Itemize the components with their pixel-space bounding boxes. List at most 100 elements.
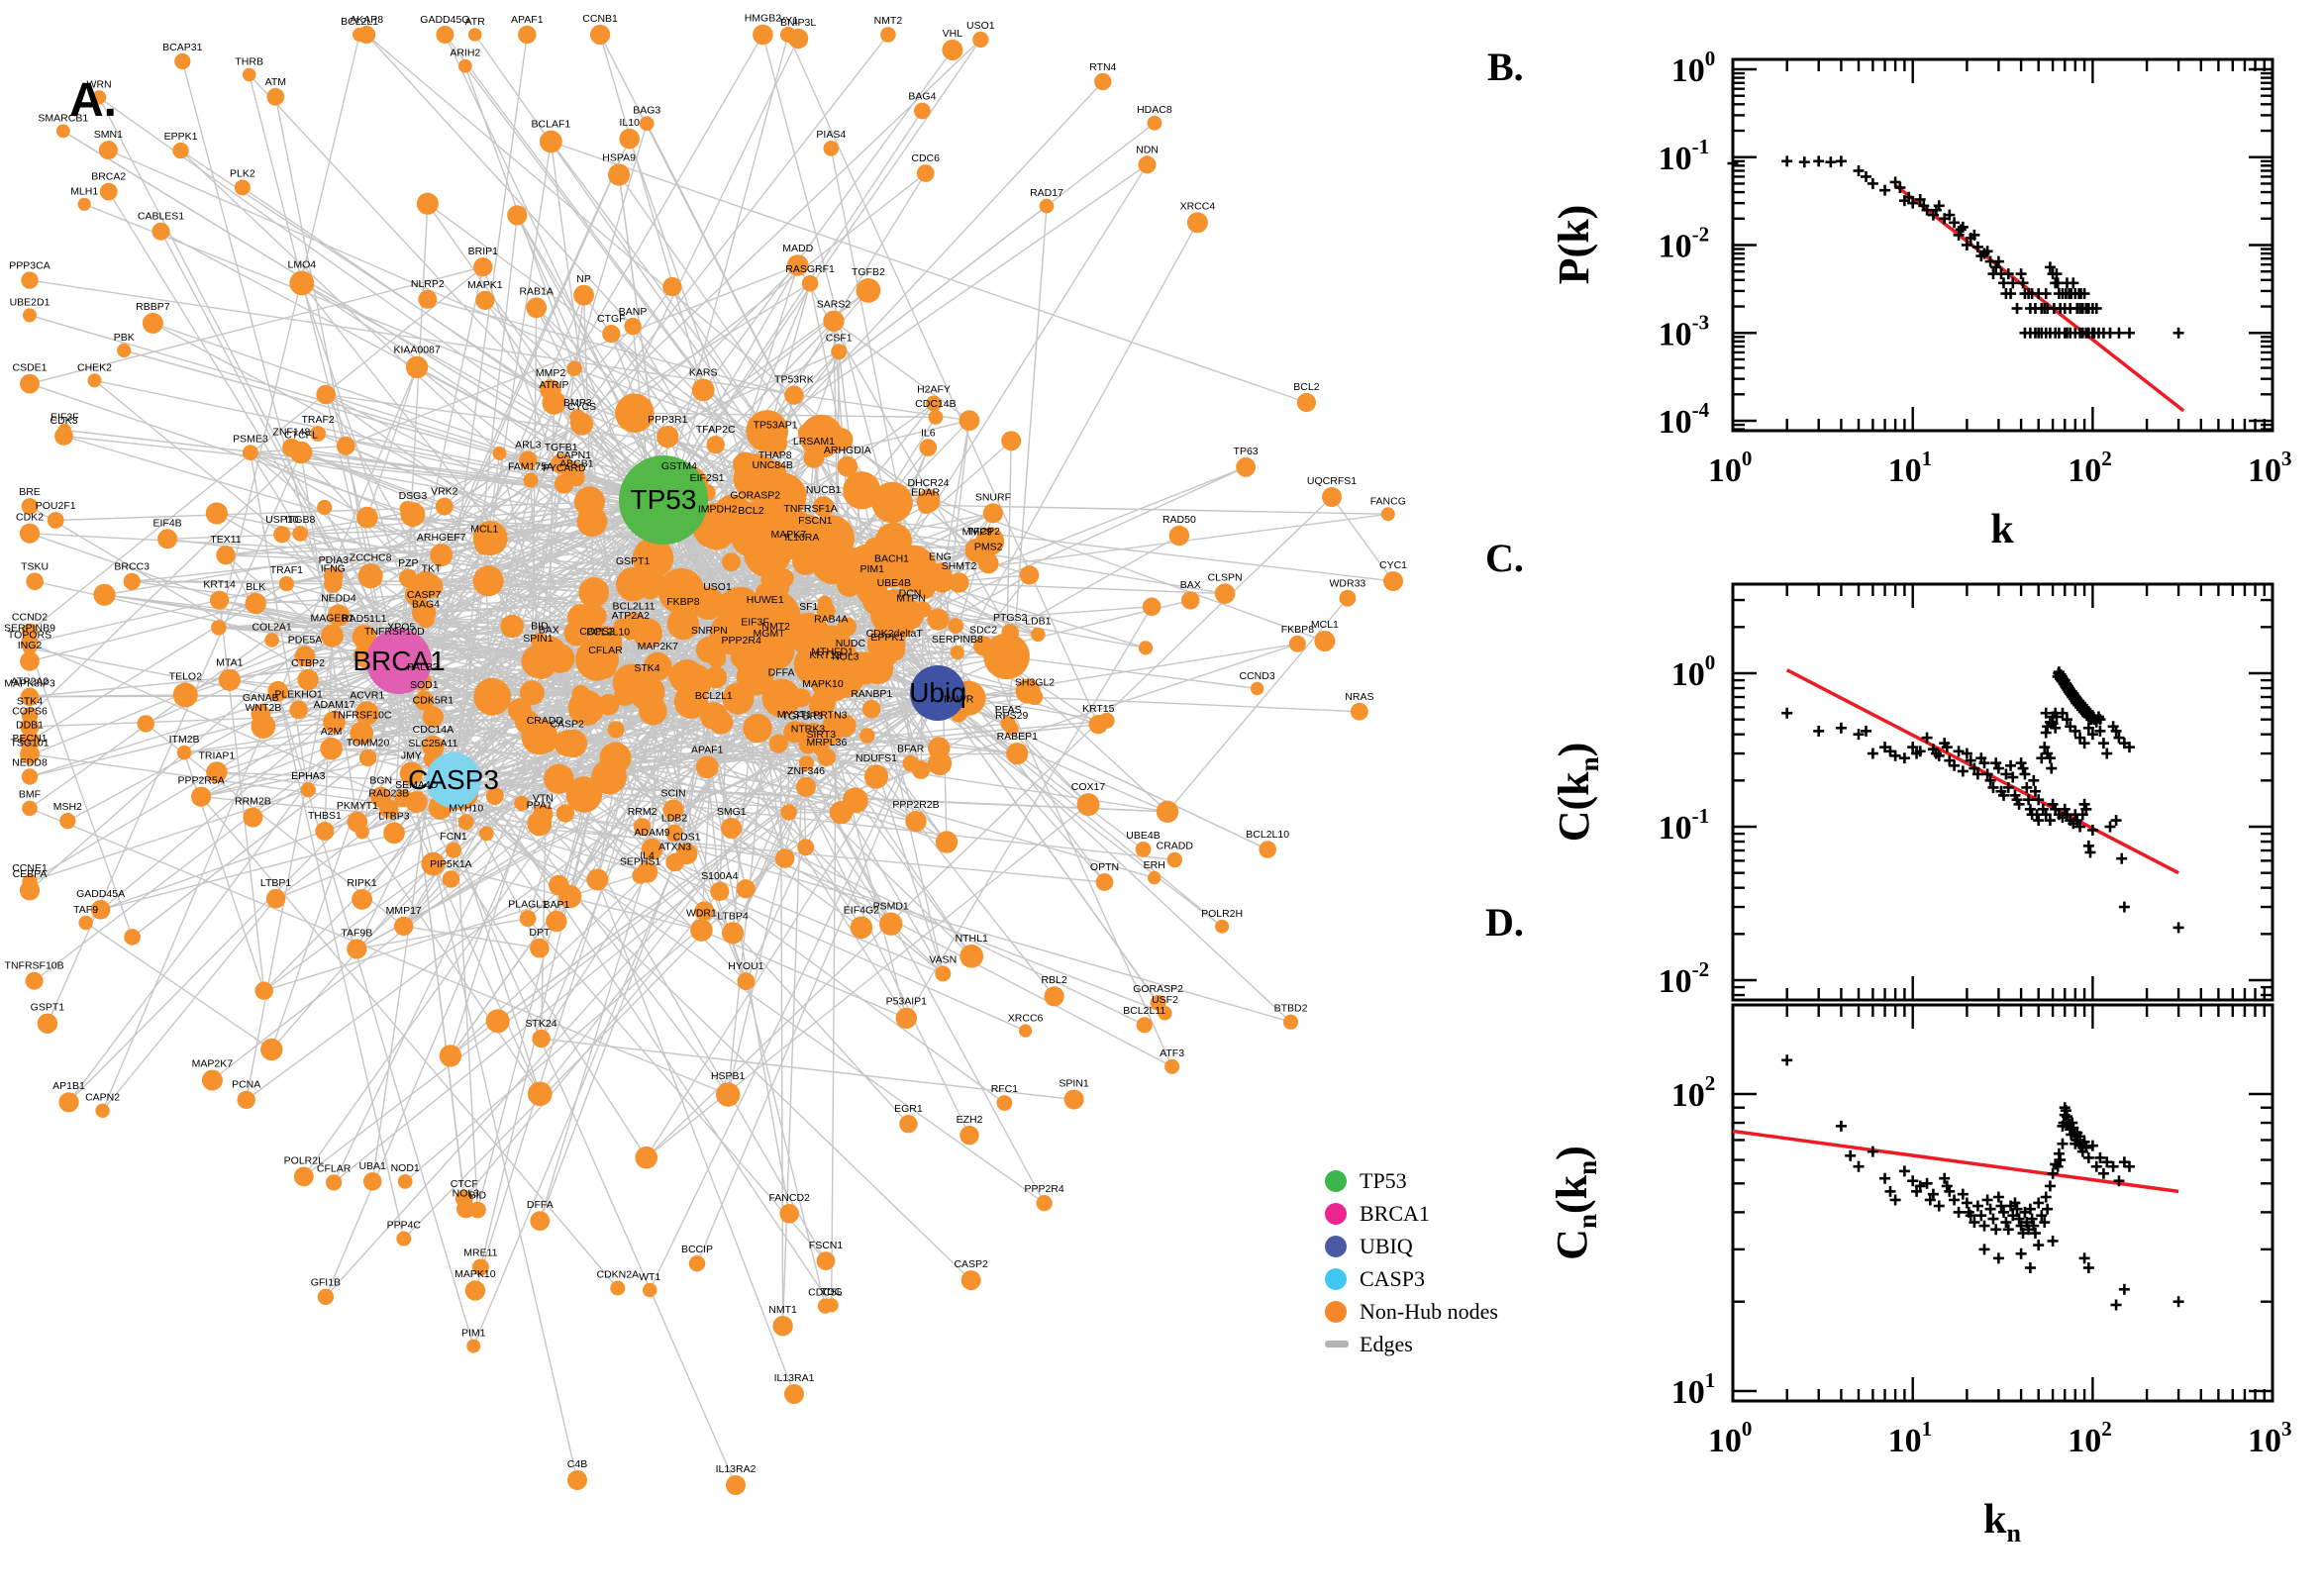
- hub-label-ubiq: Ubiq: [909, 677, 966, 708]
- network-node: [317, 1288, 335, 1306]
- network-node: [251, 704, 270, 724]
- network-node: [397, 1174, 413, 1189]
- gene-label: BCL2L10: [1246, 829, 1289, 841]
- gene-label: CRADD: [1157, 841, 1194, 852]
- network-node: [20, 651, 40, 671]
- gene-label: FANCD2: [768, 1192, 810, 1204]
- network-node: [1136, 1017, 1153, 1034]
- network-node: [737, 972, 756, 991]
- gene-label: GSPT1: [31, 1002, 65, 1014]
- panel-a-label: A.: [69, 74, 117, 127]
- network-edge: [299, 533, 747, 982]
- gene-label: TP53AP1: [754, 420, 798, 432]
- network-node: [519, 450, 538, 470]
- network-edge: [745, 981, 827, 1307]
- gene-label: CDC5L: [808, 1287, 843, 1299]
- network-node: [289, 700, 308, 720]
- gene-label: RFC1: [991, 1083, 1019, 1095]
- network-node: [260, 1038, 283, 1061]
- gene-label: UBA1: [358, 1160, 386, 1172]
- network-edge: [531, 307, 538, 693]
- gene-label: NOL3: [453, 1188, 480, 1200]
- gene-label: PSME3: [233, 433, 268, 445]
- network-edge: [100, 731, 795, 911]
- network-node: [784, 1384, 804, 1404]
- gene-label: ING2: [18, 640, 43, 651]
- network-node: [358, 748, 377, 767]
- network-node: [435, 497, 454, 516]
- network-edge: [696, 692, 939, 1264]
- network-node: [666, 607, 700, 641]
- network-node: [472, 565, 504, 597]
- network-node: [798, 755, 815, 771]
- network-edge: [662, 264, 799, 501]
- network-node: [813, 661, 838, 685]
- network-node: [152, 222, 170, 241]
- network-node: [926, 395, 942, 412]
- network-node: [399, 500, 416, 517]
- gene-label: CDS1: [673, 831, 701, 843]
- network-node: [254, 981, 273, 1000]
- gene-label: WT1: [639, 1271, 660, 1283]
- gene-label: BCLAF1: [532, 119, 571, 131]
- network-edge: [453, 452, 501, 781]
- network-node: [526, 297, 548, 319]
- network-node: [641, 838, 663, 860]
- gene-label: TNFRSF1A: [783, 503, 837, 515]
- gene-label: PPP2R4: [1024, 1183, 1063, 1195]
- network-node: [613, 618, 631, 637]
- network-node: [639, 696, 667, 726]
- network-node: [265, 888, 286, 909]
- network-edge: [371, 758, 435, 1182]
- gene-label: CSDE1: [12, 362, 47, 374]
- legend-label: TP53: [1360, 1167, 1407, 1193]
- network-node: [780, 27, 796, 43]
- network-node: [350, 721, 374, 746]
- network-node: [1019, 565, 1040, 585]
- network-node: [321, 624, 344, 648]
- gene-label: SHMT2: [942, 560, 977, 572]
- gene-label: BECN1: [12, 733, 47, 745]
- gene-label: CAPN2: [85, 1092, 120, 1104]
- network-node: [706, 593, 729, 617]
- network-node: [578, 577, 610, 608]
- gene-label: GORASP2: [730, 489, 780, 501]
- gene-label: FANCG: [1370, 495, 1406, 507]
- gene-label: HUWE1: [747, 594, 784, 606]
- gene-label: CASP2: [550, 718, 584, 730]
- gene-label: BTBD2: [1274, 1003, 1308, 1015]
- gene-label: MTA1: [216, 657, 243, 669]
- network-edge: [324, 636, 334, 832]
- network-node: [1236, 456, 1256, 477]
- gene-label: MSH2: [53, 801, 82, 813]
- gene-label: CCNE1: [12, 862, 48, 874]
- network-edge: [325, 762, 808, 1298]
- network-node: [690, 919, 713, 942]
- gene-label: PPP2R2B: [892, 799, 939, 811]
- network-node: [764, 601, 797, 634]
- hub-node-ubiq: [910, 665, 965, 721]
- network-node: [300, 782, 316, 798]
- gene-label: SCIN: [661, 788, 686, 800]
- network-node: [394, 916, 414, 937]
- gene-label: CDK5R1: [413, 694, 454, 706]
- gene-label: CHEK2: [77, 361, 112, 373]
- network-edge: [29, 642, 907, 1020]
- gene-label: CFLAR: [317, 1162, 352, 1174]
- gene-label: FSCN1: [809, 1240, 844, 1251]
- gene-label: SEMA4D: [395, 779, 439, 791]
- network-node: [540, 379, 561, 401]
- network-node: [633, 818, 652, 836]
- gene-label: A2M: [321, 726, 343, 738]
- network-node: [643, 1282, 657, 1298]
- network-panel: TP53 BRCA1 CASP3 Ubiq SF1 COPS2 SNRPN MTHFD1 IMP…: [4, 13, 1407, 1495]
- gene-label: PTGS2: [993, 612, 1028, 624]
- network-node: [850, 916, 873, 940]
- gene-label: BCL2: [738, 505, 763, 517]
- network-node: [983, 633, 1030, 680]
- gene-label: EPPK1: [164, 131, 198, 143]
- network-node: [744, 530, 791, 577]
- gene-label: RABEP1: [997, 731, 1039, 743]
- gene-label: BAG4: [412, 598, 440, 610]
- network-edge: [29, 416, 578, 809]
